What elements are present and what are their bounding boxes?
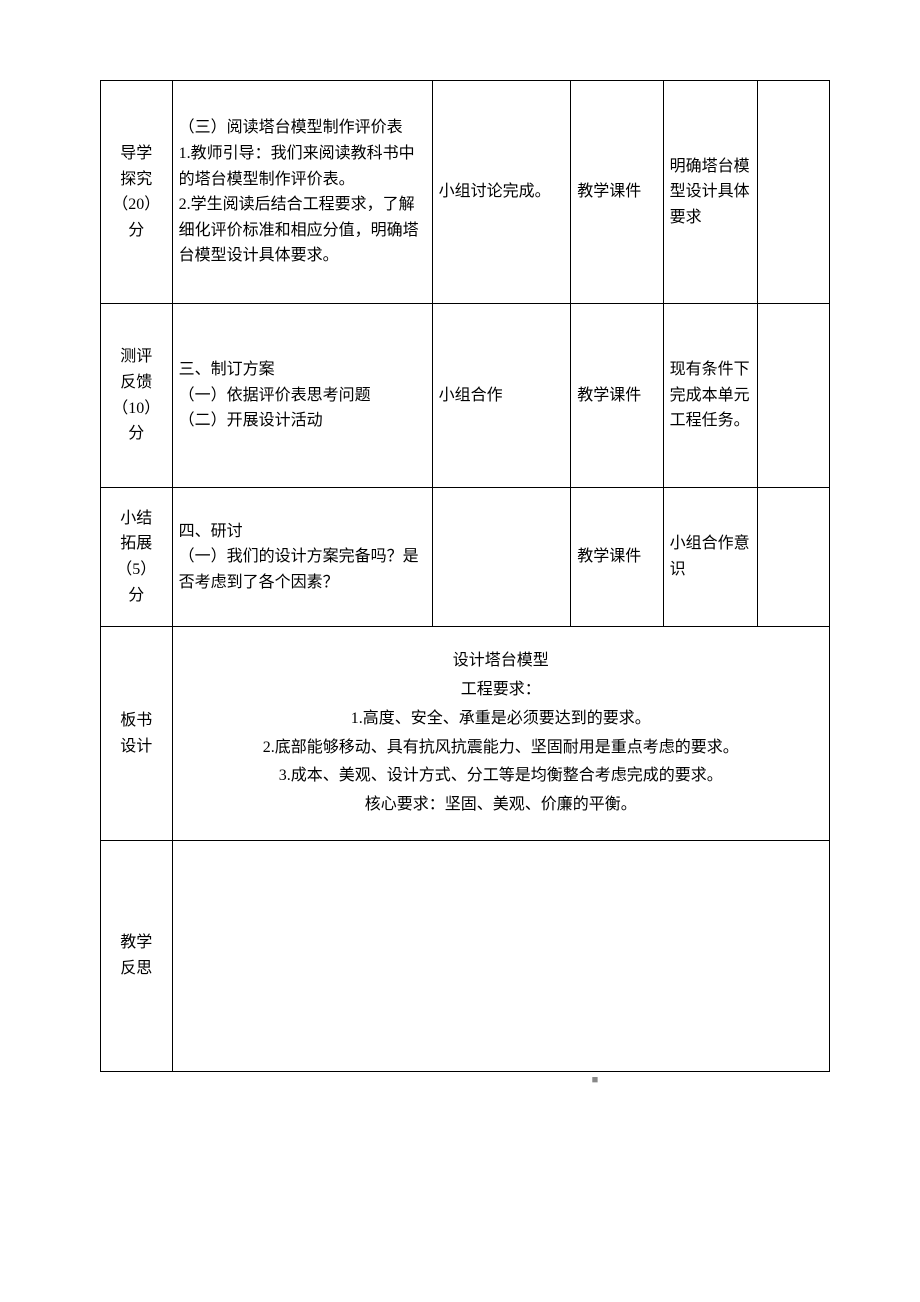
reflection-row: 教学反思 bbox=[101, 840, 830, 1071]
board-line: 2.底部能够移动、具有抗风抗震能力、坚固耐用是重点考虑的要求。 bbox=[183, 734, 819, 763]
board-line: 设计塔台模型 bbox=[183, 647, 819, 676]
lesson-plan-page: 导学探究（20）分 （三）阅读塔台模型制作评价表1.教师引导：我们来阅读教科书中… bbox=[0, 0, 920, 1186]
board-design-row: 板书设计 设计塔台模型 工程要求： 1.高度、安全、承重是必须要达到的要求。 2… bbox=[101, 627, 830, 841]
row-label: 小结拓展（5）分 bbox=[101, 487, 173, 626]
board-line: 核心要求：坚固、美观、价廉的平衡。 bbox=[183, 791, 819, 820]
board-line: 工程要求： bbox=[183, 676, 819, 705]
reflection-content bbox=[172, 840, 829, 1071]
table-row: 导学探究（20）分 （三）阅读塔台模型制作评价表1.教师引导：我们来阅读教科书中… bbox=[101, 81, 830, 304]
board-content: 设计塔台模型 工程要求： 1.高度、安全、承重是必须要达到的要求。 2.底部能够… bbox=[172, 627, 829, 841]
lesson-plan-table: 导学探究（20）分 （三）阅读塔台模型制作评价表1.教师引导：我们来阅读教科书中… bbox=[100, 80, 830, 1072]
board-label: 板书设计 bbox=[101, 627, 173, 841]
row-content: （三）阅读塔台模型制作评价表1.教师引导：我们来阅读教科书中的塔台模型制作评价表… bbox=[172, 81, 432, 304]
row-resource: 教学课件 bbox=[571, 487, 663, 626]
row-activity bbox=[432, 487, 571, 626]
row-activity: 小组讨论完成。 bbox=[432, 81, 571, 304]
row-goal: 明确塔台模型设计具体要求 bbox=[663, 81, 758, 304]
table-row: 小结拓展（5）分 四、研讨（一）我们的设计方案完备吗？是否考虑到了各个因素？ 教… bbox=[101, 487, 830, 626]
row-resource: 教学课件 bbox=[571, 81, 663, 304]
row-label: 测评反馈（10）分 bbox=[101, 304, 173, 487]
row-goal: 现有条件下完成本单元工程任务。 bbox=[663, 304, 758, 487]
row-last bbox=[758, 81, 830, 304]
row-last bbox=[758, 487, 830, 626]
reflection-label: 教学反思 bbox=[101, 840, 173, 1071]
row-label: 导学探究（20）分 bbox=[101, 81, 173, 304]
board-line: 1.高度、安全、承重是必须要达到的要求。 bbox=[183, 705, 819, 734]
board-line: 3.成本、美观、设计方式、分工等是均衡整合考虑完成的要求。 bbox=[183, 762, 819, 791]
table-row: 测评反馈（10）分 三、制订方案（一）依据评价表思考问题（二）开展设计活动 小组… bbox=[101, 304, 830, 487]
row-activity: 小组合作 bbox=[432, 304, 571, 487]
page-marker: ■ bbox=[100, 1074, 830, 1086]
row-content: 三、制订方案（一）依据评价表思考问题（二）开展设计活动 bbox=[172, 304, 432, 487]
row-goal: 小组合作意识 bbox=[663, 487, 758, 626]
row-resource: 教学课件 bbox=[571, 304, 663, 487]
row-last bbox=[758, 304, 830, 487]
row-content: 四、研讨（一）我们的设计方案完备吗？是否考虑到了各个因素？ bbox=[172, 487, 432, 626]
